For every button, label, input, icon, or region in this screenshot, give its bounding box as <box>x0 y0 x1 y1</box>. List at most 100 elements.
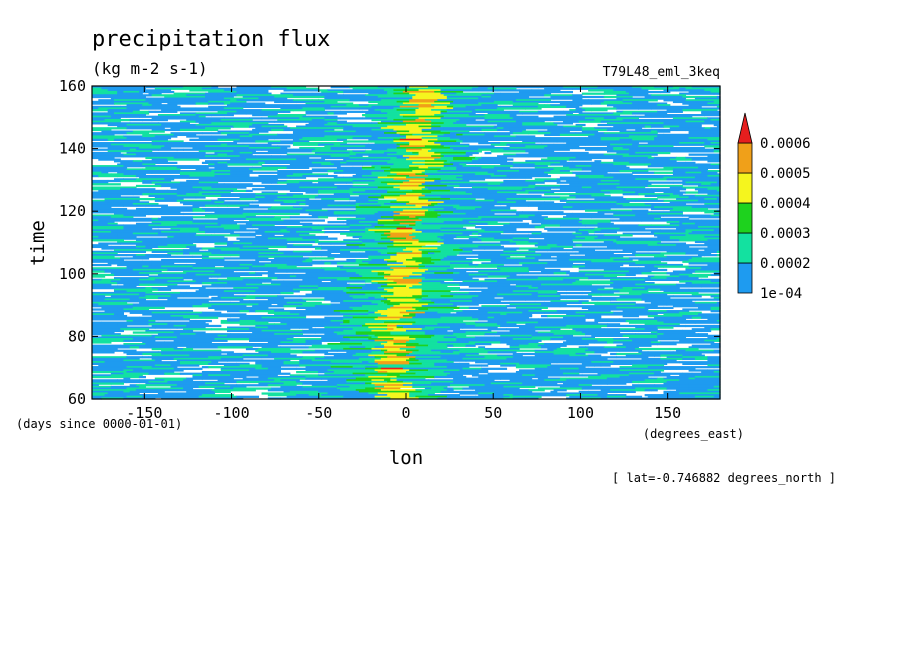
field-cell <box>431 97 448 100</box>
field-cell <box>92 90 118 94</box>
field-cell <box>267 142 294 145</box>
field-cell <box>192 336 222 339</box>
field-cell <box>638 329 652 333</box>
field-cell <box>503 230 514 234</box>
field-cell <box>682 109 718 112</box>
field-cell <box>161 344 187 347</box>
field-cell <box>170 329 194 333</box>
field-cell <box>205 226 241 229</box>
field-cell <box>261 105 297 109</box>
field-cell <box>663 306 674 309</box>
field-cell <box>355 130 369 133</box>
field-cell <box>286 198 310 201</box>
field-cell <box>198 143 222 146</box>
field-cell <box>402 90 435 94</box>
field-cell <box>267 377 275 380</box>
field-cell <box>569 301 583 305</box>
field-cell <box>685 191 699 194</box>
field-cell <box>487 311 523 314</box>
field-cell <box>584 273 605 277</box>
field-cell <box>578 176 614 179</box>
field-cell <box>519 384 542 387</box>
field-cell <box>384 224 410 227</box>
field-cell <box>597 155 624 158</box>
field-cell <box>227 153 253 156</box>
field-cell <box>427 268 448 272</box>
field-cell <box>123 359 156 362</box>
field-cell <box>296 230 325 234</box>
field-cell <box>468 165 476 168</box>
field-cell <box>672 305 702 308</box>
field-cell <box>270 372 291 375</box>
field-cell <box>349 99 382 102</box>
field-cell <box>402 384 426 387</box>
field-cell <box>371 254 398 257</box>
field-cell <box>377 370 388 374</box>
field-cell <box>471 242 486 245</box>
field-cell <box>694 311 702 314</box>
field-cell <box>214 165 228 168</box>
field-cell <box>434 338 457 341</box>
field-cell <box>198 237 228 240</box>
field-cell <box>465 102 479 105</box>
field-cell <box>358 237 382 240</box>
field-cell <box>352 186 379 189</box>
field-cell <box>214 247 231 250</box>
field-cell <box>641 92 649 95</box>
field-cell <box>299 326 313 329</box>
field-cell <box>371 224 385 227</box>
field-cell <box>98 364 128 367</box>
field-cell <box>371 347 401 351</box>
field-cell <box>173 168 181 171</box>
field-cell <box>694 301 718 305</box>
field-cell <box>456 140 464 143</box>
field-cell <box>299 117 325 120</box>
field-cell <box>456 336 476 339</box>
field-cell <box>292 161 313 165</box>
field-cell <box>139 272 153 275</box>
field-cell <box>406 158 435 161</box>
field-cell <box>399 222 417 225</box>
field-cell <box>503 226 536 229</box>
field-cell <box>415 122 445 125</box>
field-cell <box>525 160 558 163</box>
field-cell <box>123 342 146 346</box>
field-cell <box>167 252 178 255</box>
field-cell <box>179 209 194 212</box>
field-cell <box>92 117 121 120</box>
field-cell <box>641 366 649 369</box>
field-cell <box>198 137 228 140</box>
field-cell <box>519 390 533 394</box>
field-cell <box>179 362 209 366</box>
field-cell <box>92 206 112 209</box>
field-cell <box>318 191 354 194</box>
field-cell <box>126 300 159 303</box>
field-cell <box>230 160 238 163</box>
field-cell <box>613 163 646 166</box>
field-cell <box>613 148 630 151</box>
field-cell <box>682 179 702 183</box>
field-cell <box>475 226 504 229</box>
field-cell <box>349 229 360 232</box>
field-cell <box>201 99 231 102</box>
field-cell <box>179 334 197 337</box>
field-cell <box>446 347 467 351</box>
field-cell <box>318 277 351 280</box>
field-cell <box>493 125 526 128</box>
field-cell <box>343 128 373 132</box>
field-cell <box>581 127 595 130</box>
field-cell <box>569 194 592 197</box>
field-cell <box>368 183 382 186</box>
field-cell <box>588 201 602 204</box>
field-cell <box>230 328 250 331</box>
field-cell <box>503 153 517 156</box>
field-cell <box>384 288 398 291</box>
field-cell <box>92 298 106 301</box>
field-cell <box>572 247 589 250</box>
field-cell <box>672 341 690 344</box>
field-cell <box>142 155 168 158</box>
field-cell <box>519 247 552 250</box>
field-cell <box>349 295 382 298</box>
field-cell <box>613 146 624 150</box>
field-cell <box>434 151 457 155</box>
